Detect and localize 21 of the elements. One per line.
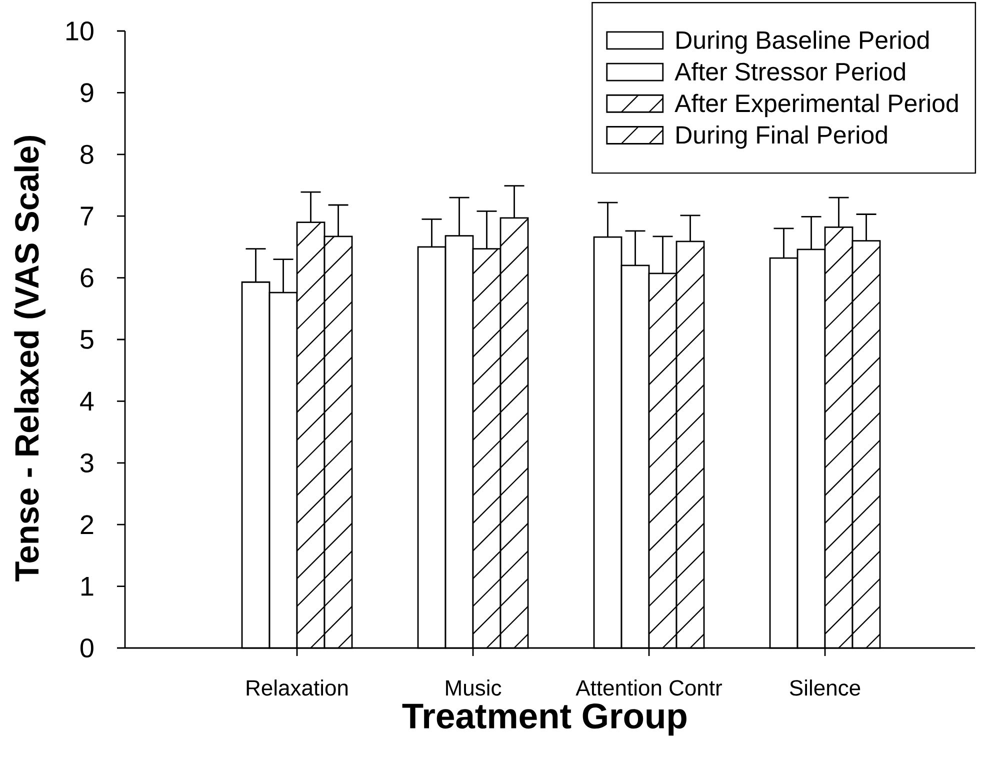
y-tick-label: 2	[80, 515, 94, 534]
y-tick-label: 1	[82, 577, 94, 596]
x-tick-label: Attention Contr	[576, 680, 722, 696]
y-tick-label: 4	[80, 392, 94, 410]
legend-label: After Experimental Period	[674, 94, 958, 118]
y-axis-title: Tense - Relaxed (VAS Scale)	[14, 136, 46, 582]
y-tick-label: 6	[80, 268, 94, 288]
x-tick-label: Relaxation	[246, 680, 348, 696]
x-axis-title: Treatment Group	[402, 703, 686, 736]
y-tick-label: 10	[66, 21, 94, 41]
y-tick-label: 0	[80, 638, 94, 658]
y-tick-label: 5	[80, 330, 94, 349]
y-tick-label: 9	[80, 83, 94, 102]
y-tick-label: 7	[80, 206, 94, 226]
x-tick-label: Silence	[790, 680, 860, 696]
legend-label: During Baseline Period	[676, 30, 929, 54]
x-tick-label: Music	[446, 680, 502, 696]
legend-label: After Stressor Period	[674, 62, 905, 81]
legend-label: During Final Period	[676, 125, 887, 149]
y-tick-label: 8	[80, 144, 94, 164]
y-tick-label: 3	[80, 453, 94, 472]
